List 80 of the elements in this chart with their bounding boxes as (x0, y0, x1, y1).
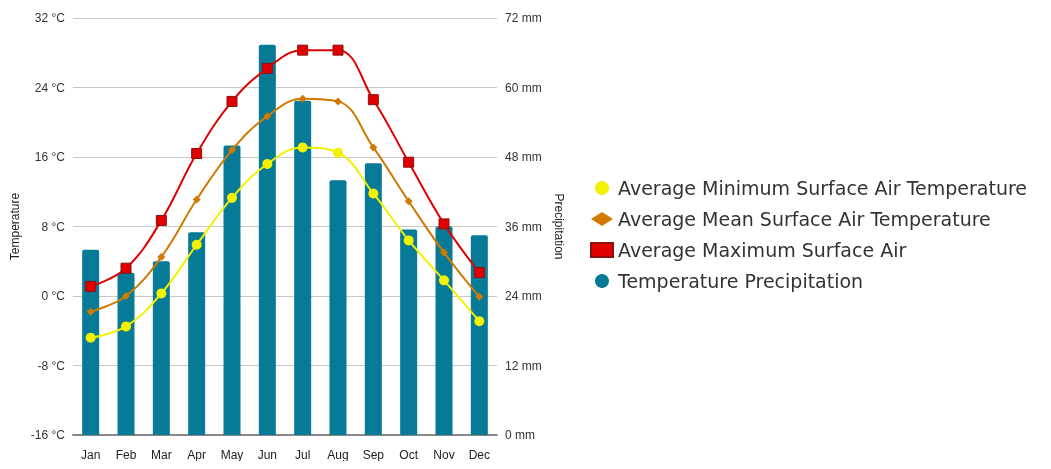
point (332, 44, 344, 56)
point (404, 197, 413, 206)
point (333, 147, 343, 158)
y2-tick-label: 72 mm (505, 11, 542, 25)
legend-label: Average Mean Surface Air Temperature (618, 208, 991, 230)
y2-tick-label: 36 mm (505, 219, 542, 234)
point (368, 188, 379, 199)
y-tick-label: 8 °C (41, 219, 66, 234)
point (157, 252, 166, 261)
point (403, 235, 414, 246)
bar (188, 232, 206, 435)
legend-label: Average Minimum Surface Air Temperature (618, 177, 1028, 199)
legend-label: Average Maximum Surface Air (618, 239, 907, 261)
point (120, 262, 132, 274)
bar (82, 249, 100, 435)
y2-tick-label: 24 mm (505, 289, 542, 303)
point (367, 94, 379, 106)
point (156, 288, 167, 299)
point (297, 44, 309, 56)
point (473, 267, 485, 279)
bar (470, 235, 488, 435)
bar (223, 145, 241, 435)
point (298, 94, 307, 103)
point (369, 143, 378, 152)
point (228, 146, 236, 155)
y-axis-title: Temperature (8, 192, 22, 261)
bar (258, 44, 276, 435)
y-tick-label: -16 °C (30, 428, 66, 442)
point (440, 248, 448, 257)
point (475, 292, 484, 301)
point (191, 148, 203, 160)
point (263, 112, 272, 121)
x-tick-label: Feb (115, 448, 137, 462)
bar (364, 163, 382, 435)
point (403, 156, 415, 168)
point (227, 192, 237, 203)
y2-tick-label: 48 mm (505, 150, 542, 164)
y-tick-label: 24 °C (34, 80, 66, 95)
y2-tick-label: 0 mm (505, 428, 535, 442)
point (85, 332, 96, 343)
point (262, 158, 273, 169)
x-tick-label: Oct (399, 448, 419, 462)
x-tick-label: Apr (187, 448, 207, 462)
y-tick-label: 16 °C (34, 150, 66, 164)
point (438, 218, 450, 230)
point (85, 280, 97, 292)
point (474, 316, 485, 327)
bar (152, 261, 170, 435)
x-tick-label: Dec (468, 448, 491, 462)
point (121, 321, 131, 332)
x-tick-label: Nov (433, 448, 455, 462)
y2-tick-label: 60 mm (505, 80, 542, 95)
x-tick-label: May (220, 448, 244, 462)
point (122, 292, 130, 300)
point (191, 239, 202, 250)
y2-axis-title: Precipitation (552, 193, 566, 260)
x-tick-label: Sep (362, 448, 385, 462)
point (261, 62, 273, 74)
point (297, 142, 308, 153)
x-tick-label: Aug (327, 448, 349, 462)
y-tick-label: -8 °C (37, 358, 66, 373)
bar (435, 226, 453, 435)
bar (329, 180, 347, 435)
point (192, 195, 201, 204)
y-tick-label: 0 °C (41, 289, 66, 303)
bar (117, 272, 135, 435)
point (155, 214, 167, 226)
x-tick-label: Mar (151, 448, 172, 462)
bar (294, 100, 312, 435)
x-tick-label: Jan (80, 448, 101, 462)
legend-label: Temperature Precipitation (617, 270, 864, 292)
point (86, 307, 95, 316)
point (226, 95, 238, 107)
y-tick-label: 32 °C (34, 11, 66, 25)
x-tick-label: Jun (257, 448, 278, 462)
point (439, 275, 449, 286)
bar (400, 229, 418, 435)
x-tick-label: Jul (294, 448, 311, 462)
y2-tick-label: 12 mm (505, 358, 542, 373)
point (334, 97, 342, 106)
